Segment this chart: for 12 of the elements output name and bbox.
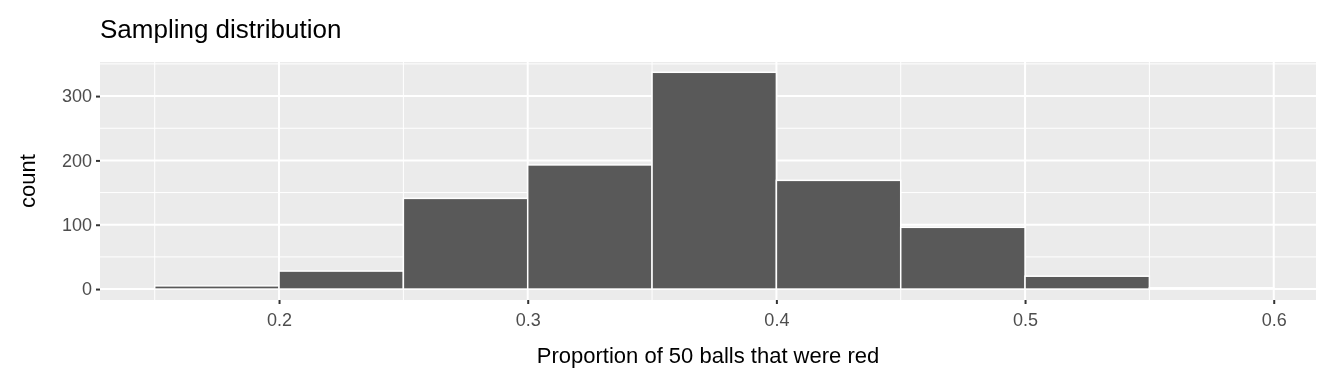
y-tick-label: 100 (61, 215, 92, 235)
x-tick-label: 0.5 (1013, 310, 1039, 330)
y-tick-label: 0 (81, 279, 92, 300)
chart-title: Sampling distribution (100, 14, 342, 44)
y-tick-label: 200 (61, 150, 92, 171)
x-tick-label: 0.2 (267, 310, 293, 330)
y-axis-title: count (15, 154, 40, 208)
x-tick-label: 0.4 (764, 310, 790, 330)
x-tick-label: 0.3 (515, 310, 541, 330)
x-axis-title: Proportion of 50 balls that were red (536, 343, 880, 368)
y-tick-label: 300 (61, 86, 92, 107)
x-tick-label: 0.6 (1261, 310, 1287, 330)
